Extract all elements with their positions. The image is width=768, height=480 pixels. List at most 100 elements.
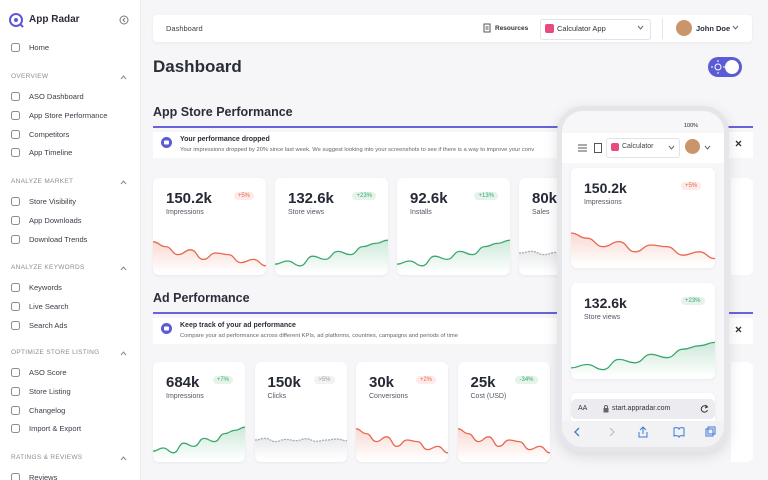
nav-icon [11,301,20,311]
metric-value: 132.6k [584,295,627,311]
text-size[interactable]: AA [578,405,588,412]
metric-label: Store views [288,209,325,216]
page-title: Dashboard [153,57,242,76]
nav-item[interactable]: Competitors [29,129,70,139]
alert-text: Your impressions dropped by 20% since la… [180,147,535,153]
section-title: RATINGS & REVIEWS [11,454,83,461]
section-title: App Store Performance [153,105,293,119]
nav-item[interactable]: ASO Dashboard [29,92,84,101]
chevron [732,25,739,30]
nav-item[interactable]: Store Visibility [29,197,76,206]
nav-icon [11,197,20,206]
theme-toggle[interactable] [708,57,742,77]
nav-icon [11,386,20,396]
chevron [120,456,127,461]
chevron [120,351,127,356]
app-select[interactable] [540,19,651,40]
section-title: ANALYZE KEYWORDS [11,264,85,271]
nav-item[interactable]: ASO Score [29,368,67,377]
change-badge: +5% [681,182,702,190]
nav-icon [11,129,20,139]
chevron [704,145,711,150]
user-avatar[interactable] [676,20,692,36]
menu-icon [578,144,587,152]
brand-name: App Radar [29,14,80,25]
section-title: OPTIMIZE STORE LISTING [11,349,100,356]
sparkline [275,239,388,273]
card-edge [731,178,753,275]
lock-icon [603,405,609,413]
sparkline [254,437,347,460]
resources-icon [483,23,491,33]
sparkline [356,428,448,460]
nav-icon [11,424,20,434]
metric-label: Sales [532,209,550,216]
collapse-button[interactable] [119,15,129,25]
metric-value: 25k [470,374,496,391]
sidebar [0,0,141,480]
reload-icon [700,404,709,413]
nav-icon [11,320,20,330]
nav-icon [11,110,20,120]
alert-title: Keep track of your ad performance [180,322,296,329]
card-edge [731,362,753,462]
nav-item[interactable]: Changelog [29,405,66,415]
sparkline [153,241,266,273]
nav-item[interactable]: Store Listing [29,386,71,396]
nav-item[interactable]: Home [29,43,50,52]
metric-value: 684k [166,374,200,391]
section-rule [153,126,753,128]
nav-icon [11,43,20,52]
resources-link[interactable]: Resources [495,25,529,32]
nav-icon [11,405,20,415]
nav-item[interactable]: App Downloads [29,215,82,225]
change-badge: +2% [415,376,436,384]
user-name[interactable]: John Doe [696,24,731,33]
breadcrumb[interactable]: Dashboard [166,24,203,33]
nav-icon [11,234,20,244]
status-battery: 100% [684,123,699,129]
alert-icon [161,137,172,148]
metric-label: Store views [584,314,621,321]
metric-value: 132.6k [288,190,334,207]
sparkline [153,426,245,460]
url[interactable]: start.appradar.com [612,405,671,412]
sparkline [571,341,715,377]
metric-label: Clicks [267,393,287,400]
change-badge: +23% [352,192,376,200]
nav-item[interactable]: Reviews [29,473,58,480]
sparkline [397,239,510,273]
chevron [120,266,127,271]
phone-frame: 100% Calculator 150.2k Impressions +5% 132.6k… [557,106,729,452]
brand-logo [9,13,24,28]
alert-icon [161,323,172,334]
nav-item[interactable]: Import & Export [29,424,82,434]
nav-icon [11,368,20,377]
nav-item[interactable]: Live Search [29,301,69,311]
nav-icon [11,283,20,292]
user-avatar[interactable] [685,139,700,154]
top-bar [153,15,752,42]
alert-title: Your performance dropped [180,136,270,143]
nav-item[interactable]: Search Ads [29,320,68,330]
nav-icon [11,148,20,158]
metric-label: Impressions [584,199,622,206]
app-icon [545,24,554,33]
divider [662,18,663,39]
app-select-value: Calculator App [557,24,606,33]
sparkline [457,428,550,460]
nav-item[interactable]: App Timeline [29,148,73,158]
nav-item[interactable]: Download Trends [29,234,88,244]
change-badge: +13% [474,192,498,200]
nav-item[interactable]: App Store Performance [29,110,108,120]
metric-label: Impressions [166,393,204,400]
section-title: OVERVIEW [11,73,49,80]
metric-label: Installs [410,209,432,216]
app-select[interactable] [606,138,680,158]
chevron [637,25,644,30]
nav-item[interactable]: Keywords [29,283,62,292]
change-badge: +7% [212,376,233,384]
nav-icon [11,92,20,101]
url-bar [571,399,715,419]
